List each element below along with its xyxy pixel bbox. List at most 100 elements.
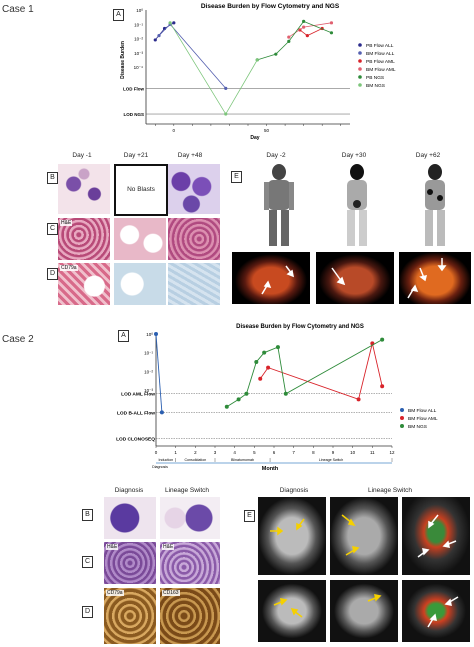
data-point [274,52,278,56]
case1-chart: Disease Burden by Flow Cytometry and NGS… [120,3,396,141]
case2-cd79a-caption: CD79a [106,590,124,596]
case2-chart-xlabel: Month [262,466,279,472]
data-point [154,332,158,336]
case1-chart-lod-lines: LOD Flow LOD NGS [123,86,350,117]
x-tick-label: 9 [332,450,335,455]
case1-pet-mip-1 [264,164,294,246]
legend-label: PB Flow ALL [366,43,394,49]
case2-panel-d-letter: D [82,606,93,618]
legend-label: BM Flow ALL [408,408,437,414]
x-tick-label: 5 [253,450,256,455]
case1-label: Case 1 [2,4,34,15]
no-blasts-text: No Blasts [127,186,155,193]
data-point [283,391,288,396]
case1-chart-xlabel: Day [250,135,259,141]
case2-he-caption-1: H&E [106,544,119,550]
legend-marker [358,67,362,71]
case2-panel-a-letter: A [118,330,129,342]
case1-day-label-2: Day +21 [123,152,149,159]
case2-pet-coronal-switch [402,497,470,575]
case2-chart: Disease Burden by Flow Cytometry and NGS… [116,324,438,472]
case1-smear-day-48 [168,164,220,214]
x-tick-label: 11 [370,450,375,455]
legend-marker [400,424,404,428]
case1-chart-title: Disease Burden by Flow Cytometry and NGS [201,3,340,10]
case2-panel-c-letter: C [82,556,93,568]
x-tick-label: 4 [233,450,236,455]
case1-day-label-1: Day -1 [72,152,92,159]
data-point [287,39,291,43]
case1-pet-day-1: Day -2 [266,152,286,159]
x-tick-label: 3 [214,450,217,455]
legend-marker [358,75,362,79]
case1-panel-c-letter: C [47,223,58,235]
y-tick-label: 10⁰ [136,8,143,13]
case2-chart-series [154,332,385,415]
case1-he-caption: H&E [60,220,73,226]
case2-chart-lod-lines: LOD AML Flow LOD B-ALL Flow LOD CLONOSEQ [116,392,392,443]
case1-chart-legend: PB Flow ALL BM Flow ALL PB Flow AML BM Flow… [358,43,396,89]
case1-he-day-minus1: H&E [58,218,110,260]
series-line [158,23,227,89]
data-point [236,397,241,402]
case1-cd79a-day-minus1: CD79a [58,263,110,305]
data-point [380,337,385,342]
case2-smear-lineage-switch [160,497,220,539]
case1-pet-mip-3 [425,164,445,246]
series-line [155,333,163,413]
case1-chart-axes [145,10,350,125]
case2-img-col-diagnosis: Diagnosis [279,487,309,494]
case1-he-day-21 [114,218,166,260]
series-line [299,28,323,37]
case2-label: Case 2 [2,334,34,345]
case2-img-col-lineage-switch: Lineage Switch [367,487,413,494]
data-point [305,34,309,38]
case1-smear-day-minus1 [58,164,110,214]
y-tick-label: 10⁻¹ [134,22,143,27]
legend-label: BM Flow ALL [366,51,395,57]
data-point [168,21,172,25]
data-point [153,38,157,42]
case2-he-lineage-switch: H&E [160,542,220,584]
case1-panel-d-letter: D [47,268,58,280]
case1-he-day-48 [168,218,220,260]
case2-cd163-lineage-switch: CD163 [160,588,220,644]
case2-col-lineage-switch: Lineage Switch [164,487,210,494]
legend-marker [358,83,362,87]
legend-label: PB NGS [366,75,384,81]
data-point [262,350,267,355]
data-point [258,376,263,381]
data-point [244,391,249,396]
data-point [287,35,291,39]
data-point [224,404,229,409]
phase-label: Consolidation [184,458,206,462]
x-tick-label: 6 [273,450,276,455]
case2-he-diagnosis: H&E [104,542,156,584]
x-tick-label: 10 [350,450,356,455]
data-point [255,58,259,62]
x-tick-label: 12 [389,450,395,455]
case2-chart-axes [155,334,392,447]
case1-smear-day-21: No Blasts [114,164,168,216]
case1-chart-series [153,19,334,116]
legend-marker [358,43,362,47]
y-tick-label: 10⁰ [146,332,153,337]
legend-label: BM Flow AML [408,416,438,422]
data-point [302,19,306,23]
lod-label: LOD B-ALL Flow [117,410,155,416]
x-tick-label: 8 [312,450,315,455]
case2-he-caption-2: H&E [162,544,175,550]
lod-label: LOD NGS [123,112,144,117]
case2-pet-axial-switch [402,580,470,642]
case2-panel-b-letter: B [82,509,93,521]
legend-marker [358,59,362,63]
case2-smear-diagnosis [104,497,156,539]
case1-cd79a-day-21 [114,263,166,305]
case1-cd79a-day-48 [168,263,220,305]
case2-chart-legend: BM Flow ALL BM Flow AML BM NGS [400,408,438,430]
phase-label: Induction [159,458,174,462]
legend-marker [358,51,362,55]
lod-label: LOD AML Flow [121,392,155,398]
data-point [329,31,334,35]
